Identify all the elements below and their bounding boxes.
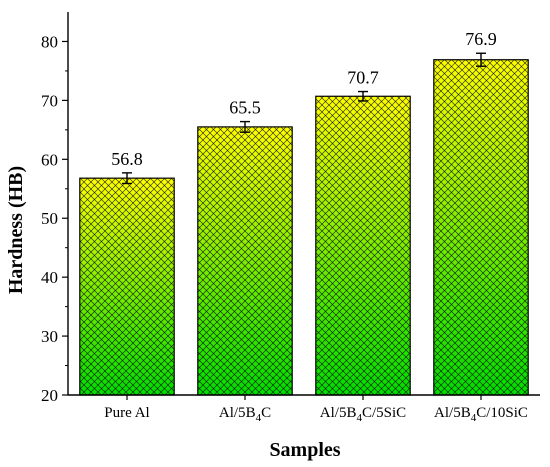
x-tick-label-3: Al/5B4C/5SiC — [320, 405, 406, 424]
bar-hatch-2 — [197, 126, 293, 396]
bar-hatch-3 — [315, 96, 411, 395]
y-tick-label-1: 20 — [41, 386, 58, 405]
bar-hatch-1 — [79, 178, 175, 395]
y-tick-label-3: 40 — [41, 268, 58, 287]
bar-hatch-4 — [433, 59, 529, 395]
y-tick-label-4: 50 — [41, 209, 58, 228]
y-tick-label-7: 80 — [41, 32, 58, 51]
y-axis-title: Hardness (HB) — [5, 166, 27, 294]
data-label-3: 70.7 — [347, 68, 379, 88]
y-tick-label-2: 30 — [41, 327, 58, 346]
data-label-2: 65.5 — [229, 98, 261, 118]
y-tick-label-5: 60 — [41, 150, 58, 169]
x-axis-title: Samples — [269, 439, 340, 461]
data-label-1: 56.8 — [111, 149, 143, 169]
x-tick-label-4: Al/5B4C/10SiC — [434, 405, 528, 424]
data-label-4: 76.9 — [465, 29, 497, 49]
x-tick-label-1: Pure Al — [104, 405, 149, 421]
y-tick-label-6: 70 — [41, 91, 58, 110]
x-tick-label-2: Al/5B4C — [219, 405, 271, 424]
